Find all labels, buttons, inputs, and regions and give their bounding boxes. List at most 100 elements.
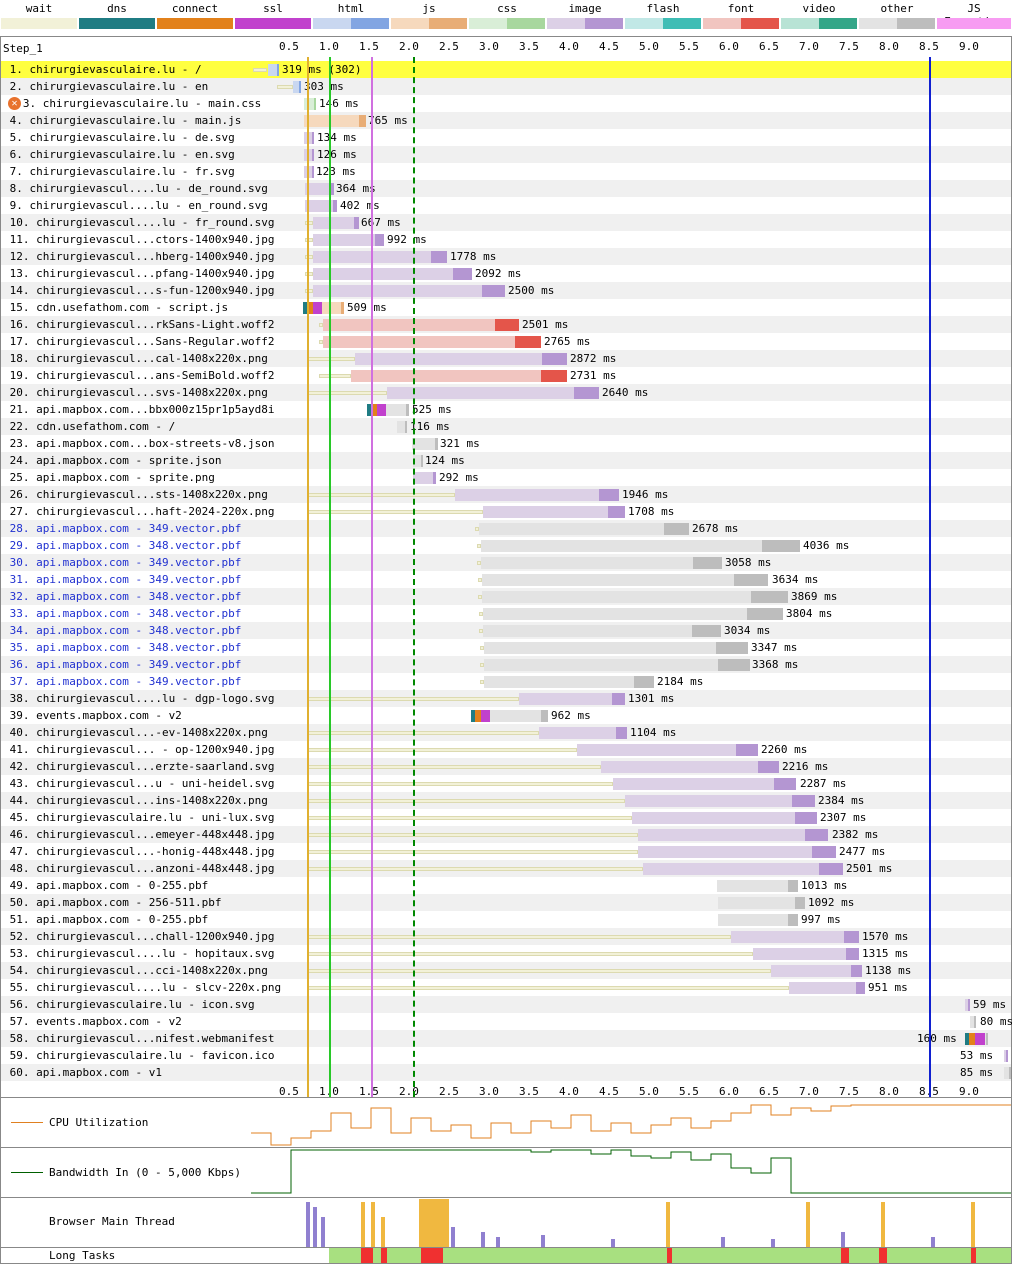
request-duration: 3368 ms <box>752 658 799 671</box>
request-row[interactable]: 53. chirurgievascul....lu - hopitaux.svg… <box>1 945 1011 962</box>
request-row[interactable]: 3. chirurgievasculaire.lu - main.css ✕ 146… <box>1 95 1011 112</box>
request-segment <box>970 1016 976 1028</box>
download-segment <box>846 948 859 960</box>
request-segment <box>731 931 859 943</box>
request-row[interactable]: 46. chirurgievascul...emeyer-448x448.jpg… <box>1 826 1011 843</box>
request-segment <box>484 659 750 671</box>
request-label: 13. chirurgievascul...pfang-1400x940.jpg <box>3 267 275 280</box>
request-row[interactable]: 40. chirurgievascul...-ev-1408x220x.png 1… <box>1 724 1011 741</box>
request-bar-area: 1301 ms <box>251 690 1011 707</box>
request-row[interactable]: 33. api.mapbox.com - 348.vector.pbf 3804 … <box>1 605 1011 622</box>
request-row[interactable]: 23. api.mapbox.com...box-streets-v8.json… <box>1 435 1011 452</box>
request-row[interactable]: 56. chirurgievasculaire.lu - icon.svg 59 … <box>1 996 1011 1013</box>
legend-swatch <box>937 18 1011 29</box>
request-duration: 59 ms <box>973 998 1007 1011</box>
request-segment <box>789 982 865 994</box>
request-row[interactable]: 44. chirurgievascul...ins-1408x220x.png 2… <box>1 792 1011 809</box>
request-row[interactable]: 60. api.mapbox.com - v1 85 ms <box>1 1064 1011 1081</box>
long-task-block <box>421 1248 443 1263</box>
request-row[interactable]: 32. api.mapbox.com - 348.vector.pbf 3869 … <box>1 588 1011 605</box>
request-row[interactable]: 59. chirurgievasculaire.lu - favicon.ico… <box>1 1047 1011 1064</box>
request-row[interactable]: 43. chirurgievascul...u - uni-heidel.svg… <box>1 775 1011 792</box>
wait-segment <box>307 833 638 837</box>
request-row[interactable]: 34. api.mapbox.com - 348.vector.pbf 3034 … <box>1 622 1011 639</box>
download-segment <box>599 489 619 501</box>
request-row[interactable]: 4. chirurgievasculaire.lu - main.js 765 m… <box>1 112 1011 129</box>
request-row[interactable]: 52. chirurgievascul...chall-1200x940.jpg… <box>1 928 1011 945</box>
request-row[interactable]: 15. cdn.usefathom.com - script.js 509 ms <box>1 299 1011 316</box>
request-row[interactable]: 16. chirurgievascul...rkSans-Light.woff2… <box>1 316 1011 333</box>
request-row[interactable]: 1. chirurgievasculaire.lu - / 319 ms (302… <box>1 61 1011 78</box>
request-row[interactable]: 6. chirurgievasculaire.lu - en.svg 126 ms <box>1 146 1011 163</box>
main-thread-spike <box>611 1239 615 1247</box>
request-row[interactable]: 28. api.mapbox.com - 349.vector.pbf 2678 … <box>1 520 1011 537</box>
request-row[interactable]: 17. chirurgievascul...Sans-Regular.woff2… <box>1 333 1011 350</box>
request-row[interactable]: 25. api.mapbox.com - sprite.png 292 ms <box>1 469 1011 486</box>
request-row[interactable]: 8. chirurgievascul....lu - de_round.svg 3… <box>1 180 1011 197</box>
request-row[interactable]: 11. chirurgievascul...ctors-1400x940.jpg… <box>1 231 1011 248</box>
request-label: 46. chirurgievascul...emeyer-448x448.jpg <box>3 828 275 841</box>
request-row[interactable]: 58. chirurgievascul...nifest.webmanifest… <box>1 1030 1011 1047</box>
request-label: 44. chirurgievascul...ins-1408x220x.png <box>3 794 268 807</box>
request-row[interactable]: 24. api.mapbox.com - sprite.json 124 ms <box>1 452 1011 469</box>
request-row[interactable]: 29. api.mapbox.com - 348.vector.pbf 4036 … <box>1 537 1011 554</box>
main-thread-spike <box>419 1199 429 1247</box>
request-row[interactable]: 45. chirurgievasculaire.lu - uni-lux.svg… <box>1 809 1011 826</box>
request-row[interactable]: 21. api.mapbox.com...bbx000z15pr1p5ayd8i… <box>1 401 1011 418</box>
request-row[interactable]: 50. api.mapbox.com - 256-511.pbf 1092 ms <box>1 894 1011 911</box>
request-label: 28. api.mapbox.com - 349.vector.pbf <box>3 522 242 535</box>
request-segment <box>490 710 548 722</box>
request-row[interactable]: 5. chirurgievasculaire.lu - de.svg 134 ms <box>1 129 1011 146</box>
request-row[interactable]: 48. chirurgievascul...anzoni-448x448.jpg… <box>1 860 1011 877</box>
request-row[interactable]: 41. chirurgievascul... - op-1200x940.jpg… <box>1 741 1011 758</box>
request-row[interactable]: 27. chirurgievascul...haft-2024-220x.png… <box>1 503 1011 520</box>
request-row[interactable]: 37. api.mapbox.com - 349.vector.pbf 2184 … <box>1 673 1011 690</box>
request-bar-area: 997 ms <box>251 911 1011 928</box>
request-duration: 402 ms <box>340 199 380 212</box>
legend-item-js-execution: JS Execution <box>936 0 1012 36</box>
request-row[interactable]: 2. chirurgievasculaire.lu - en 303 ms <box>1 78 1011 95</box>
request-row[interactable]: 10. chirurgievascul....lu - fr_round.svg… <box>1 214 1011 231</box>
request-row[interactable]: 18. chirurgievascul...cal-1408x220x.png 2… <box>1 350 1011 367</box>
request-label: 10. chirurgievascul....lu - fr_round.svg <box>3 216 275 229</box>
download-segment <box>277 64 279 76</box>
request-row[interactable]: 26. chirurgievascul...sts-1408x220x.png 1… <box>1 486 1011 503</box>
tick-label: 4.0 <box>559 40 579 53</box>
request-row[interactable]: 19. chirurgievascul...ans-SemiBold.woff2… <box>1 367 1011 384</box>
request-row[interactable]: 31. api.mapbox.com - 349.vector.pbf 3634 … <box>1 571 1011 588</box>
request-row[interactable]: 51. api.mapbox.com - 0-255.pbf 997 ms <box>1 911 1011 928</box>
request-segment <box>519 693 625 705</box>
request-row[interactable]: 47. chirurgievascul...-honig-448x448.jpg… <box>1 843 1011 860</box>
wait-segment <box>307 391 387 395</box>
request-duration: 124 ms <box>425 454 465 467</box>
wait-segment <box>307 782 613 786</box>
main-thread-spike <box>313 1207 317 1247</box>
request-row[interactable]: 7. chirurgievasculaire.lu - fr.svg 123 ms <box>1 163 1011 180</box>
request-row[interactable]: 39. events.mapbox.com - v2 962 ms <box>1 707 1011 724</box>
request-row[interactable]: 9. chirurgievascul....lu - en_round.svg 4… <box>1 197 1011 214</box>
request-row[interactable]: 14. chirurgievascul...s-fun-1200x940.jpg… <box>1 282 1011 299</box>
legend-item-ssl: ssl <box>234 0 312 36</box>
request-row[interactable]: 57. events.mapbox.com - v2 80 ms <box>1 1013 1012 1030</box>
request-row[interactable]: 42. chirurgievascul...erzte-saarland.svg… <box>1 758 1011 775</box>
request-row[interactable]: 36. api.mapbox.com - 349.vector.pbf 3368 … <box>1 656 1011 673</box>
legend-label: other <box>880 2 914 15</box>
request-row[interactable]: 12. chirurgievascul...hberg-1400x940.jpg… <box>1 248 1011 265</box>
wait-segment <box>307 935 731 939</box>
request-segment <box>322 302 344 314</box>
legend-label: video <box>802 2 836 15</box>
request-row[interactable]: 13. chirurgievascul...pfang-1400x940.jpg… <box>1 265 1011 282</box>
request-row[interactable]: 30. api.mapbox.com - 349.vector.pbf 3058 … <box>1 554 1011 571</box>
request-row[interactable]: 38. chirurgievascul....lu - dgp-logo.svg… <box>1 690 1011 707</box>
request-row[interactable]: 54. chirurgievascul...cci-1408x220x.png 1… <box>1 962 1011 979</box>
request-duration: 292 ms <box>439 471 479 484</box>
request-duration: 3804 ms <box>786 607 833 620</box>
request-duration: 992 ms <box>387 233 427 246</box>
request-row[interactable]: 49. api.mapbox.com - 0-255.pbf 1013 ms <box>1 877 1011 894</box>
request-row[interactable]: 35. api.mapbox.com - 348.vector.pbf 3347 … <box>1 639 1011 656</box>
request-duration: 962 ms <box>551 709 591 722</box>
main-thread-spike <box>439 1199 449 1247</box>
request-row[interactable]: 22. cdn.usefathom.com - / 116 ms <box>1 418 1011 435</box>
request-row[interactable]: 20. chirurgievascul...svs-1408x220x.png 2… <box>1 384 1011 401</box>
request-row[interactable]: 55. chirurgievascul....lu - slcv-220x.pn… <box>1 979 1011 996</box>
